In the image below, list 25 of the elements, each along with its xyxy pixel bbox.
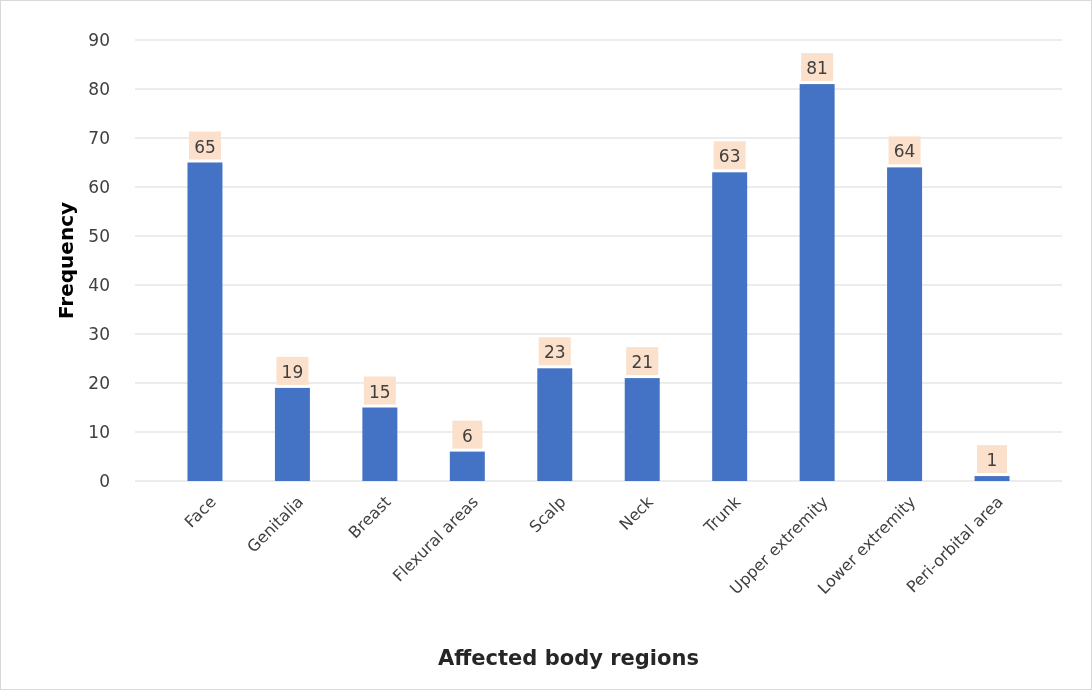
data-label: 63 xyxy=(718,146,741,167)
y-tick-label: 50 xyxy=(88,226,110,246)
data-label: 21 xyxy=(631,352,654,373)
y-tick-label: 70 xyxy=(88,128,110,148)
data-label: 1 xyxy=(986,450,998,471)
bar xyxy=(799,84,835,481)
data-label: 64 xyxy=(893,141,916,162)
y-tick-label: 30 xyxy=(88,324,110,344)
y-tick-label: 40 xyxy=(88,275,110,295)
y-tick-label: 60 xyxy=(88,177,110,197)
x-axis-title: Affected body regions xyxy=(438,646,699,670)
y-tick-label: 0 xyxy=(99,471,110,491)
data-label: 6 xyxy=(461,425,473,446)
y-tick-label: 10 xyxy=(88,422,110,442)
y-tick-label: 20 xyxy=(88,373,110,393)
data-label: 65 xyxy=(194,136,216,157)
bar xyxy=(974,476,1010,481)
data-label: 19 xyxy=(281,361,304,382)
y-tick-label: 80 xyxy=(88,79,110,99)
data-label: 81 xyxy=(806,58,828,79)
bar xyxy=(624,378,660,481)
data-label: 23 xyxy=(543,342,566,363)
data-label: 15 xyxy=(369,381,391,402)
y-tick-label: 90 xyxy=(88,30,110,50)
y-axis-title: Frequency xyxy=(54,201,78,320)
